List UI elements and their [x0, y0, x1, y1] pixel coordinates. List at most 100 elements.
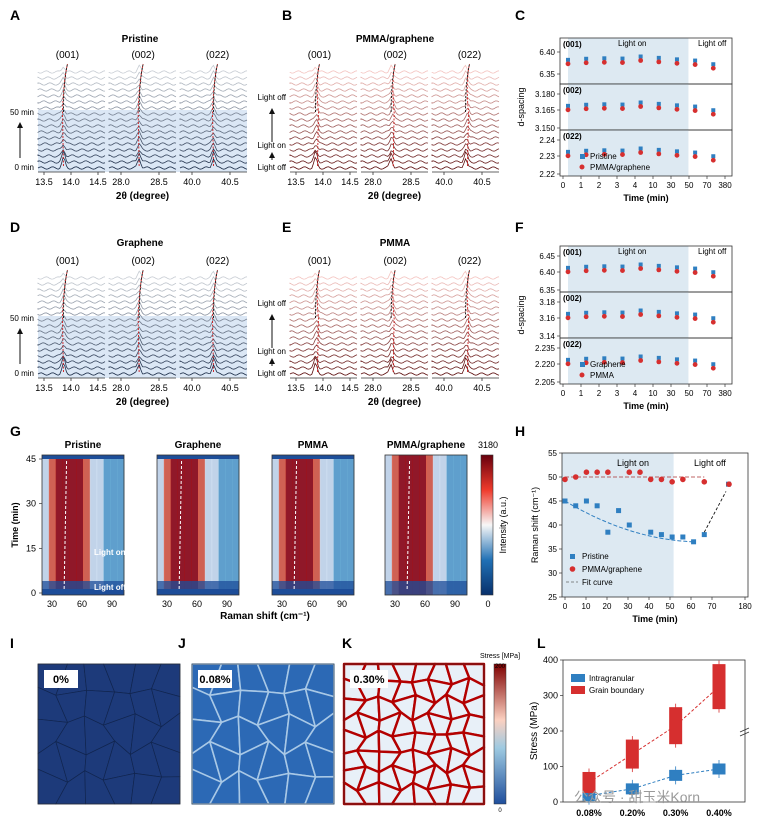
raman-map-band: [278, 459, 287, 589]
xrd-trace: [360, 337, 429, 346]
marker-series1: [620, 264, 625, 269]
x-tick-label: 28.0: [112, 383, 130, 393]
marker-pg: [583, 469, 590, 476]
marker-series2: [674, 314, 680, 320]
marker-series2: [638, 104, 644, 109]
y-tick-label: 6.35: [539, 286, 555, 295]
panel-b: B PMMA/graphene (001) (002) (022) 13.5 14.0 1…: [258, 7, 500, 202]
peak-track-line: [466, 63, 470, 167]
xrd-trace: [360, 363, 429, 376]
series-line-0: [588, 768, 720, 797]
panel-letter-c: C: [515, 7, 525, 23]
xrd-trace: [360, 284, 429, 292]
x-tick-label: 14.5: [89, 383, 107, 393]
marker-pg: [594, 469, 600, 476]
xrd-trace: [289, 108, 358, 116]
marker-series2: [656, 359, 662, 365]
row-label: (001): [563, 248, 582, 257]
x-tick-label: 30: [667, 181, 676, 190]
x-tick-label: 40.5: [473, 383, 491, 393]
marker-pristine: [616, 508, 622, 514]
panel-letter-l: L: [537, 635, 546, 651]
x-tick-label: 28.5: [150, 177, 168, 187]
raman-map-frame: [156, 454, 240, 596]
marker-series2: [656, 267, 662, 273]
xrd-trace: [37, 272, 106, 280]
xrd-trace: [289, 130, 358, 140]
y-tick-label: 0: [31, 588, 36, 598]
raman-map-frame: [384, 454, 468, 596]
xrd-trace: [108, 135, 177, 146]
marker-series2: [601, 151, 607, 157]
xrd-trace: [289, 300, 358, 310]
y-tick-label: 3.16: [539, 314, 555, 323]
panel-letter-g: G: [10, 423, 21, 439]
panel-g: G Pristine 30 60 90 Graphene 30 60 90 PMMA 30 60 90…: [10, 423, 508, 622]
xrd-trace: [289, 156, 358, 170]
xrd-trace: [289, 66, 358, 74]
xrd-trace: [179, 354, 248, 364]
y-tick-label: 25: [548, 593, 557, 602]
marker-series2: [692, 62, 698, 67]
x-tick-label: 50: [685, 389, 694, 398]
x-tick-label: 14.5: [341, 177, 359, 187]
peak-track-line: [316, 63, 320, 167]
stress-cbar-min: 0: [498, 808, 502, 814]
raman-map-band: [110, 459, 118, 589]
xrd-trace: [289, 118, 358, 128]
raman-map-band: [163, 459, 172, 589]
marker-series2: [601, 59, 607, 65]
peak-track-line: [212, 63, 218, 167]
x-tick-label: 3: [615, 389, 620, 398]
raman-map-band: [412, 455, 420, 595]
xrd-trace: [360, 356, 429, 364]
marker-series1: [602, 102, 607, 107]
y-tick-label: 300: [543, 691, 558, 701]
xrd-trace: [108, 142, 177, 152]
marker-series2: [638, 358, 644, 363]
x-tick-label: 40.5: [221, 383, 239, 393]
y-axis-title: d-spacing: [516, 295, 526, 334]
marker-series1: [656, 309, 661, 314]
raman-map-band: [385, 455, 393, 595]
xrd-trace: [289, 336, 358, 346]
marker-series2: [583, 60, 589, 66]
y-tick-label: 2.23: [539, 152, 555, 161]
legend-label-2: PMMA/graphene: [590, 163, 651, 172]
xrd-trace: [179, 296, 248, 304]
xrd-trace: [360, 120, 429, 128]
marker-series1: [693, 266, 698, 271]
x-tick-label: 14.5: [89, 177, 107, 187]
x-tick-label: 40.0: [183, 383, 201, 393]
xrd-trace: [289, 138, 358, 146]
y-tick-label: 400: [543, 655, 558, 665]
y-tick-label: 6.45: [539, 252, 555, 261]
marker-series1: [674, 357, 679, 362]
xrd-trace: [108, 78, 177, 86]
time-arrow-head-2: [269, 152, 275, 158]
xrd-trace: [360, 349, 429, 358]
xrd-trace: [360, 270, 429, 280]
xrd-trace: [431, 308, 499, 316]
marker-pristine: [583, 498, 589, 504]
data-box: [582, 771, 596, 793]
marker-series2: [710, 111, 716, 117]
marker-series2: [656, 59, 662, 65]
marker-series1: [674, 265, 679, 270]
x-tick-label: 40.0: [435, 383, 453, 393]
xrd-trace: [179, 318, 248, 328]
xrd-trace: [179, 282, 248, 292]
raman-map-band: [96, 459, 104, 589]
xrd-trace: [360, 90, 429, 98]
x-tick-label: 3: [615, 181, 620, 190]
marker-pg: [605, 469, 611, 476]
peak-track-line-top: [315, 63, 320, 113]
panel-a: A Pristine (001) (002) (022) 13.5 14.0 14.5 28…: [10, 7, 248, 202]
xrd-trace: [108, 356, 177, 364]
xrd-trace: [431, 357, 500, 370]
panel-letter-e: E: [282, 219, 291, 235]
panel-l: L 0 100 200 300 400 0.08% 0.20% 0.30% 0.40% Stres…: [529, 635, 750, 818]
time-arrow-head: [17, 122, 23, 128]
marker-pristine: [626, 522, 632, 528]
peak-track-line: [392, 63, 396, 167]
